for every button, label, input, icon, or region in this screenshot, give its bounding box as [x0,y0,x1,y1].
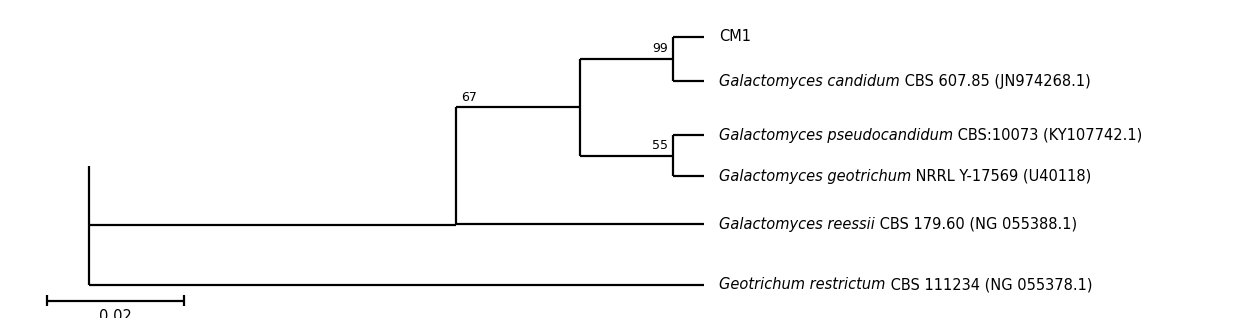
Text: Galactomyces reessii: Galactomyces reessii [719,217,875,232]
Text: Galactomyces candidum: Galactomyces candidum [719,73,900,89]
Text: CBS:10073 (KY107742.1): CBS:10073 (KY107742.1) [954,128,1142,143]
Text: Galactomyces geotrichum: Galactomyces geotrichum [719,169,911,184]
Text: CBS 179.60 (NG 055388.1): CBS 179.60 (NG 055388.1) [875,217,1078,232]
Text: 67: 67 [461,91,477,104]
Text: CM1: CM1 [719,29,751,44]
Text: 55: 55 [652,139,668,152]
Text: 99: 99 [652,42,668,55]
Text: 0.02: 0.02 [99,309,131,318]
Text: Galactomyces pseudocandidum: Galactomyces pseudocandidum [719,128,954,143]
Text: CBS 607.85 (JN974268.1): CBS 607.85 (JN974268.1) [900,73,1091,89]
Text: Geotrichum restrictum: Geotrichum restrictum [719,277,885,292]
Text: CBS 111234 (NG 055378.1): CBS 111234 (NG 055378.1) [885,277,1092,292]
Text: NRRL Y-17569 (U40118): NRRL Y-17569 (U40118) [911,169,1091,184]
